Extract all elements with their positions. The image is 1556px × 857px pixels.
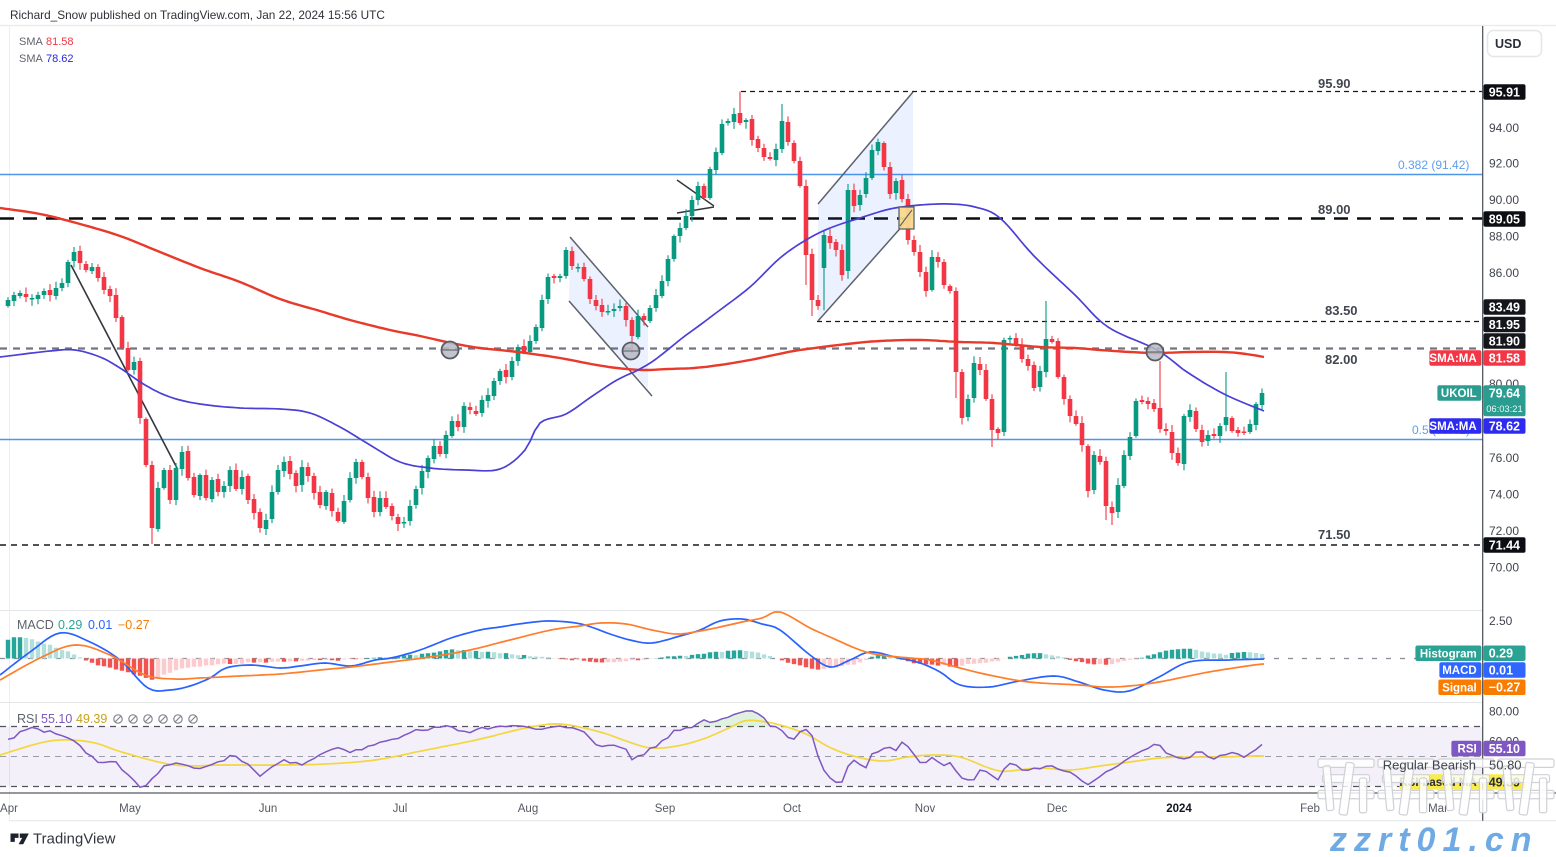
svg-text:Jul: Jul [393,803,408,815]
svg-text:SMA: SMA [19,53,44,65]
svg-text:Aug: Aug [518,803,538,815]
svg-text:Oct: Oct [783,803,802,815]
svg-text:81.90: 81.90 [1489,334,1520,348]
svg-text:74.00: 74.00 [1489,488,1519,502]
svg-text:89.00: 89.00 [1318,202,1351,217]
svg-text:2.50: 2.50 [1489,614,1513,628]
svg-text:83.49: 83.49 [1489,300,1520,314]
svg-text:94.00: 94.00 [1489,121,1519,135]
svg-text:MACD: MACD [17,618,54,632]
svg-text:0.382 (91.42): 0.382 (91.42) [1398,158,1469,172]
svg-text:92.00: 92.00 [1489,157,1519,171]
svg-text:UKOIL: UKOIL [1441,388,1477,400]
svg-text:Nov: Nov [915,803,936,815]
svg-text:81.58: 81.58 [46,36,74,48]
svg-text:Sep: Sep [655,803,675,815]
svg-text:83.50: 83.50 [1325,303,1358,318]
svg-text:71.44: 71.44 [1489,538,1520,552]
svg-text:Apr: Apr [0,803,18,815]
svg-text:70.00: 70.00 [1489,561,1519,575]
svg-text:Histogram: Histogram [1420,648,1477,660]
svg-text:95.90: 95.90 [1318,76,1351,91]
svg-text:71.50: 71.50 [1318,527,1351,542]
svg-text:0.29: 0.29 [58,618,82,632]
svg-text:2024: 2024 [1166,803,1192,815]
svg-text:81.58: 81.58 [1489,351,1520,365]
svg-text:Feb: Feb [1300,803,1320,815]
svg-text:Mar: Mar [1428,803,1448,815]
svg-text:49.39: 49.39 [76,712,107,726]
svg-text:−0.27: −0.27 [118,618,150,632]
svg-text:MACD: MACD [1442,665,1477,677]
svg-text:06:03:21: 06:03:21 [1486,403,1523,414]
svg-text:RSI: RSI [1458,744,1477,756]
svg-text:0.01: 0.01 [1489,663,1513,677]
svg-text:SMA: SMA [19,36,44,48]
svg-text:76.00: 76.00 [1489,451,1519,465]
svg-text:0.01: 0.01 [88,618,112,632]
svg-text:79.64: 79.64 [1489,386,1520,400]
svg-text:SMA:MA: SMA:MA [1429,353,1476,365]
svg-text:May: May [119,803,141,815]
svg-text:88.00: 88.00 [1489,230,1519,244]
svg-text:50.80: 50.80 [1489,758,1522,773]
svg-text:USD: USD [1495,37,1521,51]
svg-text:Dec: Dec [1047,803,1068,815]
svg-text:Richard_Snow published on Trad: Richard_Snow published on TradingView.co… [10,8,385,22]
svg-text:81.95: 81.95 [1489,318,1520,332]
svg-text:90.00: 90.00 [1489,193,1519,207]
svg-text:−0.27: −0.27 [1489,681,1521,695]
svg-text:86.00: 86.00 [1489,266,1519,280]
svg-text:89.05: 89.05 [1489,212,1520,226]
svg-text:72.00: 72.00 [1489,524,1519,538]
svg-text:Jun: Jun [259,803,278,815]
svg-text:Signal: Signal [1442,682,1477,694]
svg-text:TradingView: TradingView [33,832,116,848]
svg-text:0.29: 0.29 [1489,647,1513,661]
svg-text:95.91: 95.91 [1489,85,1520,99]
svg-text:78.62: 78.62 [46,53,74,65]
svg-text:55.10: 55.10 [1489,742,1520,756]
svg-text:82.00: 82.00 [1325,352,1358,367]
svg-text:80.00: 80.00 [1489,705,1519,719]
svg-text:78.62: 78.62 [1489,419,1520,433]
svg-text:zzrt01.cn: zzrt01.cn [1329,821,1539,857]
svg-text:Regular Bearish: Regular Bearish [1383,758,1476,773]
svg-text:55.10: 55.10 [41,712,72,726]
svg-text:RSI: RSI [17,712,38,726]
svg-text:SMA:MA: SMA:MA [1429,421,1476,433]
